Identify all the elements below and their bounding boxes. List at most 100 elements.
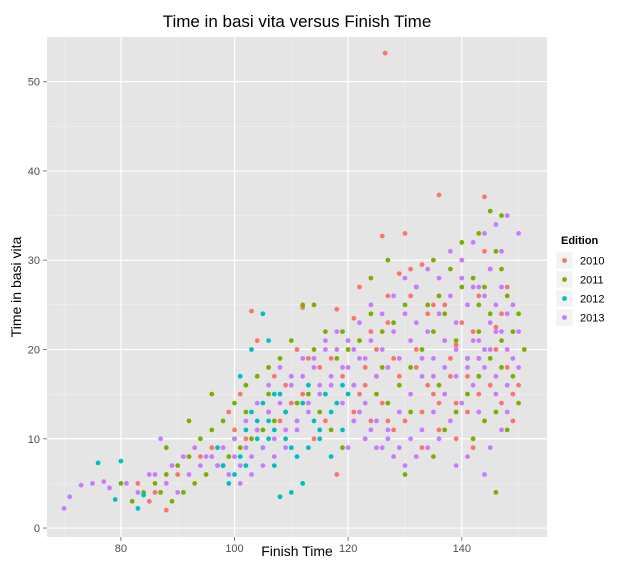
data-point: [357, 409, 362, 415]
data-point: [499, 427, 504, 433]
data-point: [237, 373, 243, 379]
data-point: [487, 311, 493, 317]
data-point: [368, 329, 374, 334]
data-point: [499, 338, 504, 343]
data-point: [521, 347, 527, 352]
data-point: [391, 356, 396, 361]
data-point: [379, 445, 385, 451]
data-point: [402, 275, 408, 281]
data-point: [294, 347, 300, 352]
data-point: [493, 302, 499, 308]
data-point: [294, 418, 300, 424]
data-point: [374, 347, 379, 352]
data-point: [408, 409, 413, 415]
data-point: [504, 382, 510, 388]
data-point: [317, 391, 323, 397]
data-point: [237, 391, 243, 397]
data-point: [499, 248, 504, 254]
data-point: [288, 338, 294, 343]
data-point: [300, 356, 306, 361]
data-point: [516, 311, 521, 317]
data-point: [243, 418, 249, 424]
data-point: [249, 454, 254, 459]
data-point: [101, 479, 107, 484]
data-point: [362, 436, 368, 442]
data-point: [300, 400, 306, 406]
y-tick-label: 0: [34, 523, 40, 535]
data-point: [368, 427, 374, 433]
data-point: [243, 436, 249, 442]
data-point: [243, 445, 249, 451]
data-point: [493, 222, 499, 227]
data-point: [300, 373, 306, 379]
data-point: [328, 409, 334, 415]
data-point: [129, 498, 135, 504]
data-point: [112, 497, 118, 502]
data-point: [266, 409, 271, 415]
data-point: [499, 284, 504, 290]
data-point: [288, 400, 294, 406]
data-point: [306, 391, 311, 397]
data-point: [504, 347, 510, 352]
data-point: [436, 311, 442, 317]
data-point: [186, 454, 192, 459]
data-point: [453, 400, 459, 406]
data-point: [283, 427, 288, 433]
data-point: [482, 248, 487, 254]
data-point: [465, 454, 470, 459]
data-point: [504, 409, 510, 415]
data-point: [158, 436, 164, 442]
legend-swatch-2011: [562, 277, 567, 282]
data-point: [499, 329, 504, 334]
data-point: [396, 356, 402, 361]
data-point: [300, 391, 306, 397]
data-point: [419, 356, 425, 361]
data-point: [243, 382, 249, 388]
data-point: [459, 275, 465, 281]
data-point: [442, 427, 448, 433]
data-point: [465, 391, 470, 397]
data-point: [476, 284, 482, 290]
data-point: [334, 472, 340, 477]
data-point: [260, 400, 266, 406]
data-point: [382, 50, 388, 56]
data-point: [357, 284, 362, 290]
data-point: [482, 284, 487, 290]
data-point: [368, 418, 374, 424]
data-points: [61, 50, 527, 513]
data-point: [317, 365, 323, 370]
data-point: [436, 400, 442, 406]
data-point: [351, 315, 357, 321]
data-point: [419, 347, 425, 352]
data-point: [135, 506, 141, 511]
data-point: [510, 418, 516, 424]
data-point: [288, 445, 294, 451]
data-point: [345, 365, 351, 370]
data-point: [317, 382, 323, 388]
data-point: [374, 373, 379, 379]
legend-swatch-2010: [562, 258, 567, 263]
data-point: [431, 329, 436, 334]
data-point: [203, 454, 209, 459]
data-point: [226, 481, 232, 486]
series-2012: [95, 311, 351, 511]
data-point: [340, 445, 345, 451]
data-point: [510, 356, 516, 361]
data-point: [294, 427, 300, 433]
data-point: [254, 400, 260, 406]
data-point: [135, 481, 141, 486]
data-point: [442, 338, 448, 343]
data-point: [254, 427, 260, 433]
data-point: [470, 284, 476, 290]
data-point: [61, 506, 67, 511]
data-point: [243, 409, 249, 415]
y-tick-label: 10: [28, 434, 40, 446]
data-point: [487, 382, 493, 388]
data-point: [67, 494, 73, 500]
data-point: [516, 365, 521, 370]
data-point: [374, 445, 379, 451]
data-point: [482, 418, 487, 424]
data-point: [413, 454, 419, 459]
data-point: [476, 391, 482, 397]
data-point: [266, 436, 271, 442]
